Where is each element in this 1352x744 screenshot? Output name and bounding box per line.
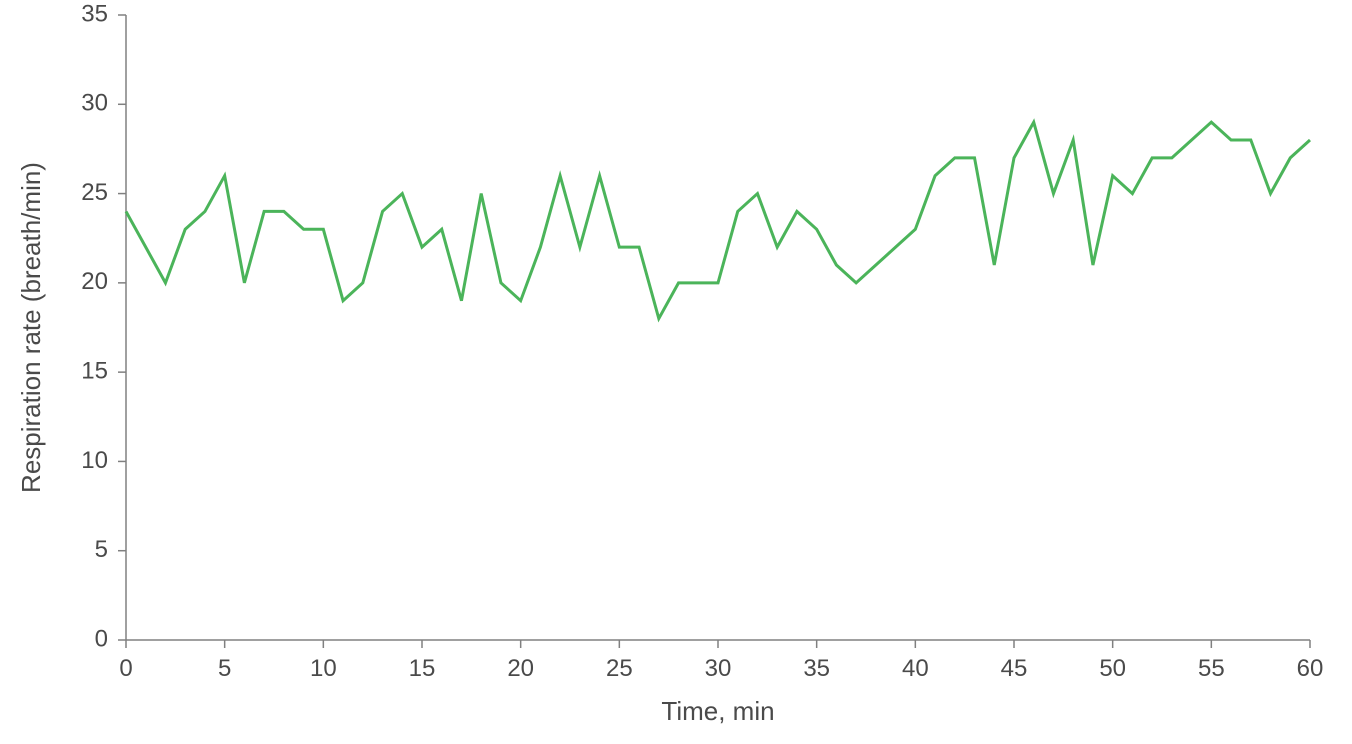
x-tick-label: 50 (1099, 655, 1126, 682)
x-tick-label: 35 (803, 655, 830, 682)
y-tick-label: 10 (81, 447, 108, 474)
chart-svg: 0 5 10 15 20 25 30 35 0 5 10 15 20 25 30 35 40 45 50 55 60 Ti… (0, 0, 1352, 744)
x-tick-label: 60 (1297, 655, 1324, 682)
y-tick-label: 30 (81, 90, 108, 117)
x-tick-label: 10 (310, 655, 337, 682)
y-tick-label: 0 (95, 625, 108, 652)
y-tick-label: 5 (95, 536, 108, 563)
x-tick-label: 20 (507, 655, 534, 682)
respiration-chart: 0 5 10 15 20 25 30 35 0 5 10 15 20 25 30 35 40 45 50 55 60 Ti… (0, 0, 1352, 744)
y-tick-label: 20 (81, 268, 108, 295)
x-axis-title: Time, min (661, 696, 774, 726)
x-tick-label: 25 (606, 655, 633, 682)
y-tick-label: 25 (81, 179, 108, 206)
x-tick-label: 45 (1001, 655, 1028, 682)
x-tick-label: 40 (902, 655, 929, 682)
x-tick-label: 15 (409, 655, 436, 682)
x-tick-label: 5 (218, 655, 231, 682)
x-tick-label: 55 (1198, 655, 1225, 682)
x-tick-label: 30 (705, 655, 732, 682)
y-axis-title: Respiration rate (breath/min) (16, 162, 46, 493)
x-tick-label: 0 (119, 655, 132, 682)
y-tick-label: 35 (81, 0, 108, 27)
y-tick-label: 15 (81, 357, 108, 384)
